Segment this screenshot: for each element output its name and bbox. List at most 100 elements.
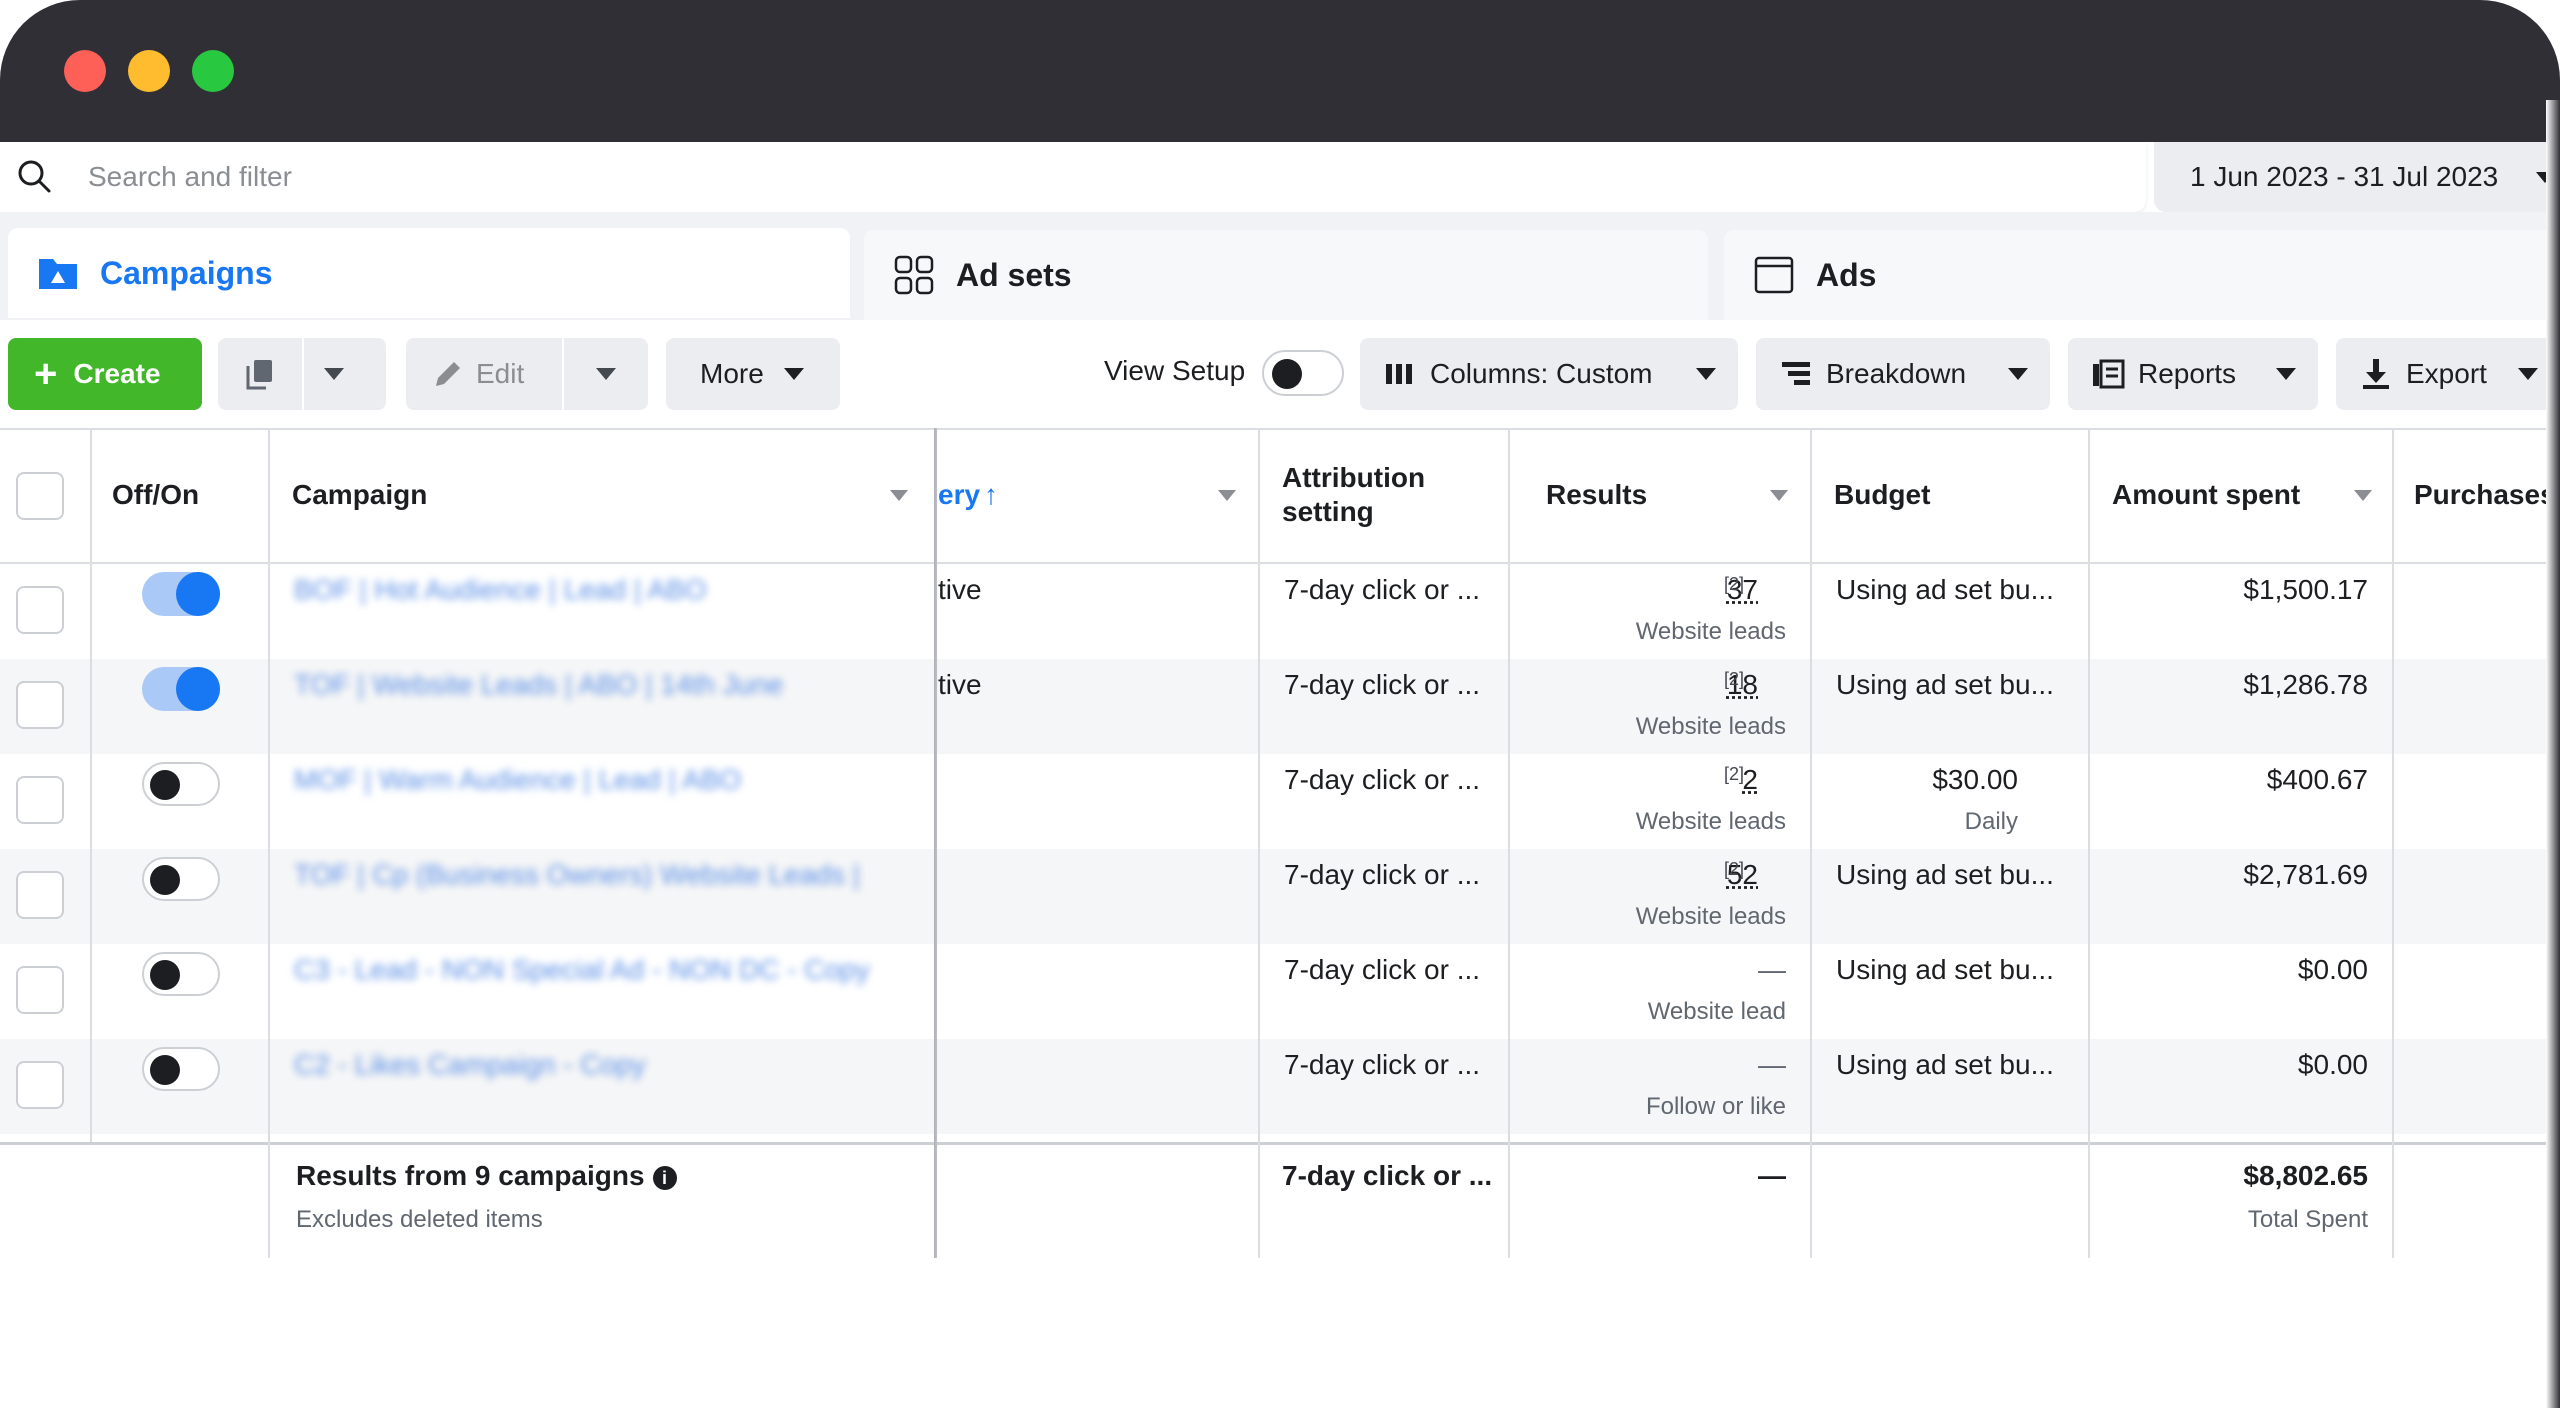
campaign-name-link[interactable]: TOF | Cp (Business Owners) Website Leads… (294, 859, 860, 890)
export-button[interactable]: Export (2336, 338, 2560, 410)
tab-ad-sets[interactable]: Ad sets (864, 230, 1708, 320)
campaign-name-link[interactable]: MOF | Warm Audience | Lead | ABO (294, 764, 742, 795)
select-all-checkbox[interactable] (16, 472, 64, 520)
result-value[interactable]: 2 (1742, 764, 1758, 795)
folder-icon (39, 259, 77, 289)
table-row[interactable] (0, 1039, 2560, 1134)
columns-button[interactable]: Columns: Custom (1360, 338, 1738, 410)
tab-campaigns[interactable]: Campaigns (8, 228, 850, 318)
plus-icon: + (34, 352, 58, 396)
reports-icon (2093, 359, 2125, 389)
amount-spent-value: $400.67 (2266, 764, 2368, 795)
campaign-toggle[interactable] (142, 762, 220, 806)
campaign-toggle[interactable] (142, 1047, 220, 1091)
close-window-button[interactable] (64, 50, 106, 92)
delivery-status: tive (938, 574, 982, 605)
breakdown-button-label: Breakdown (1826, 358, 1967, 389)
header-results-label: Results (1546, 479, 1648, 510)
edit-dropdown-chevron-icon[interactable] (596, 368, 616, 380)
search-input[interactable] (86, 158, 1890, 196)
header-results[interactable]: Results (1546, 428, 1802, 562)
tab-ads[interactable]: Ads (1724, 230, 2560, 320)
duplicate-dropdown-chevron-icon[interactable] (324, 368, 344, 380)
header-amount-spent-label: Amount spent (2112, 479, 2301, 510)
amount-spent-value: $0.00 (2297, 1049, 2368, 1080)
date-range-picker[interactable]: 1 Jun 2023 - 31 Jul 2023 (2154, 142, 2560, 212)
maximize-window-button[interactable] (192, 50, 234, 92)
create-button[interactable]: + Create (8, 338, 202, 410)
header-budget[interactable]: Budget (1834, 428, 2082, 562)
toggle-knob (150, 1055, 180, 1085)
campaign-name-link[interactable]: C3 - Lead - NON Special Ad - NON DC - Co… (294, 954, 870, 985)
row-checkbox[interactable] (16, 871, 64, 919)
budget-frequency: Daily (1964, 808, 2018, 835)
attribution-value: 7-day click or ... (1284, 764, 1481, 795)
row-checkbox[interactable] (16, 681, 64, 729)
result-footnote: [2] (1724, 859, 1745, 879)
table-row[interactable] (0, 849, 2560, 944)
campaign-name-link[interactable]: C2 - Likes Campaign - Copy (294, 1049, 646, 1080)
result-value[interactable]: 37 (1726, 574, 1758, 605)
result-value[interactable]: 18 (1726, 669, 1758, 700)
header-delivery[interactable]: ery ↑ (938, 428, 1250, 562)
result-type: Follow or like (1645, 1093, 1786, 1120)
toggle-knob (150, 770, 180, 800)
info-icon[interactable]: i (652, 1165, 677, 1190)
sort-arrow-up-icon: ↑ (984, 479, 999, 510)
header-attribution-setting[interactable]: Attribution setting (1282, 428, 1502, 562)
edit-split-button[interactable]: Edit (406, 338, 648, 410)
date-range-label: 1 Jun 2023 - 31 Jul 2023 (2190, 161, 2499, 192)
export-button-label: Export (2406, 358, 2487, 389)
view-setup-toggle[interactable] (1262, 350, 1344, 396)
reports-button[interactable]: Reports (2068, 338, 2318, 410)
totals-row: Results from 9 campaigns i (296, 1160, 677, 1192)
more-button[interactable]: More (666, 338, 840, 410)
download-icon (2363, 359, 2389, 389)
columns-button-label: Columns: Custom (1430, 358, 1653, 389)
header-off-on: Off/On (112, 428, 262, 562)
amount-spent-value: $1,286.78 (2243, 669, 2368, 700)
campaign-name-link[interactable]: TOF | Website Leads | ABO | 14th June (294, 669, 784, 700)
amount-spent-value: $2,781.69 (2243, 859, 2368, 890)
row-checkbox[interactable] (16, 776, 64, 824)
row-checkbox[interactable] (16, 966, 64, 1014)
campaigns-table (0, 428, 2560, 1258)
sort-caret-icon (1770, 490, 1788, 501)
result-footnote: [2] (1724, 574, 1745, 594)
header-budget-label: Budget (1834, 479, 1931, 510)
campaign-toggle[interactable] (142, 857, 220, 901)
totals-attribution: 7-day click or ... (1282, 1160, 1493, 1191)
amount-spent-value: $1,500.17 (2243, 574, 2368, 605)
result-type: Website leads (1635, 903, 1786, 930)
budget-value: Using ad set bu... (1836, 574, 2054, 605)
budget-value: Using ad set bu... (1836, 669, 2054, 700)
row-checkbox[interactable] (16, 586, 64, 634)
campaign-toggle[interactable] (142, 667, 220, 711)
more-button-label: More (700, 358, 764, 389)
search-icon (18, 160, 51, 193)
tab-ad-sets-label: Ad sets (956, 256, 1072, 293)
row-checkbox[interactable] (16, 1061, 64, 1109)
duplicate-split-button[interactable] (218, 338, 386, 410)
totals-amount-spent: $8,802.65 (2243, 1160, 2368, 1191)
header-amount-spent[interactable]: Amount spent (2112, 428, 2386, 562)
view-setup-label: View Setup (1104, 355, 1246, 386)
budget-value: $30.00 (1932, 764, 2018, 795)
header-delivery-label: ery (938, 479, 981, 510)
result-value[interactable]: 52 (1726, 859, 1758, 890)
header-campaign[interactable]: Campaign (292, 428, 922, 562)
totals-results: — (1758, 1160, 1786, 1191)
breakdown-button[interactable]: Breakdown (1756, 338, 2050, 410)
campaign-toggle[interactable] (142, 952, 220, 996)
header-attribution-label-1: Attribution (1282, 462, 1426, 493)
window-titlebar (0, 0, 2560, 142)
minimize-window-button[interactable] (128, 50, 170, 92)
totals-spent-label: Total Spent (2247, 1206, 2368, 1233)
header-purchases[interactable]: Purchases (2414, 428, 2560, 562)
campaign-toggle[interactable] (142, 572, 220, 616)
table-row[interactable] (0, 659, 2560, 754)
campaign-name-link[interactable]: BOF | Hot Audience | Lead | ABO (294, 574, 707, 605)
grid-icon (894, 255, 934, 295)
amount-spent-value: $0.00 (2297, 954, 2368, 985)
